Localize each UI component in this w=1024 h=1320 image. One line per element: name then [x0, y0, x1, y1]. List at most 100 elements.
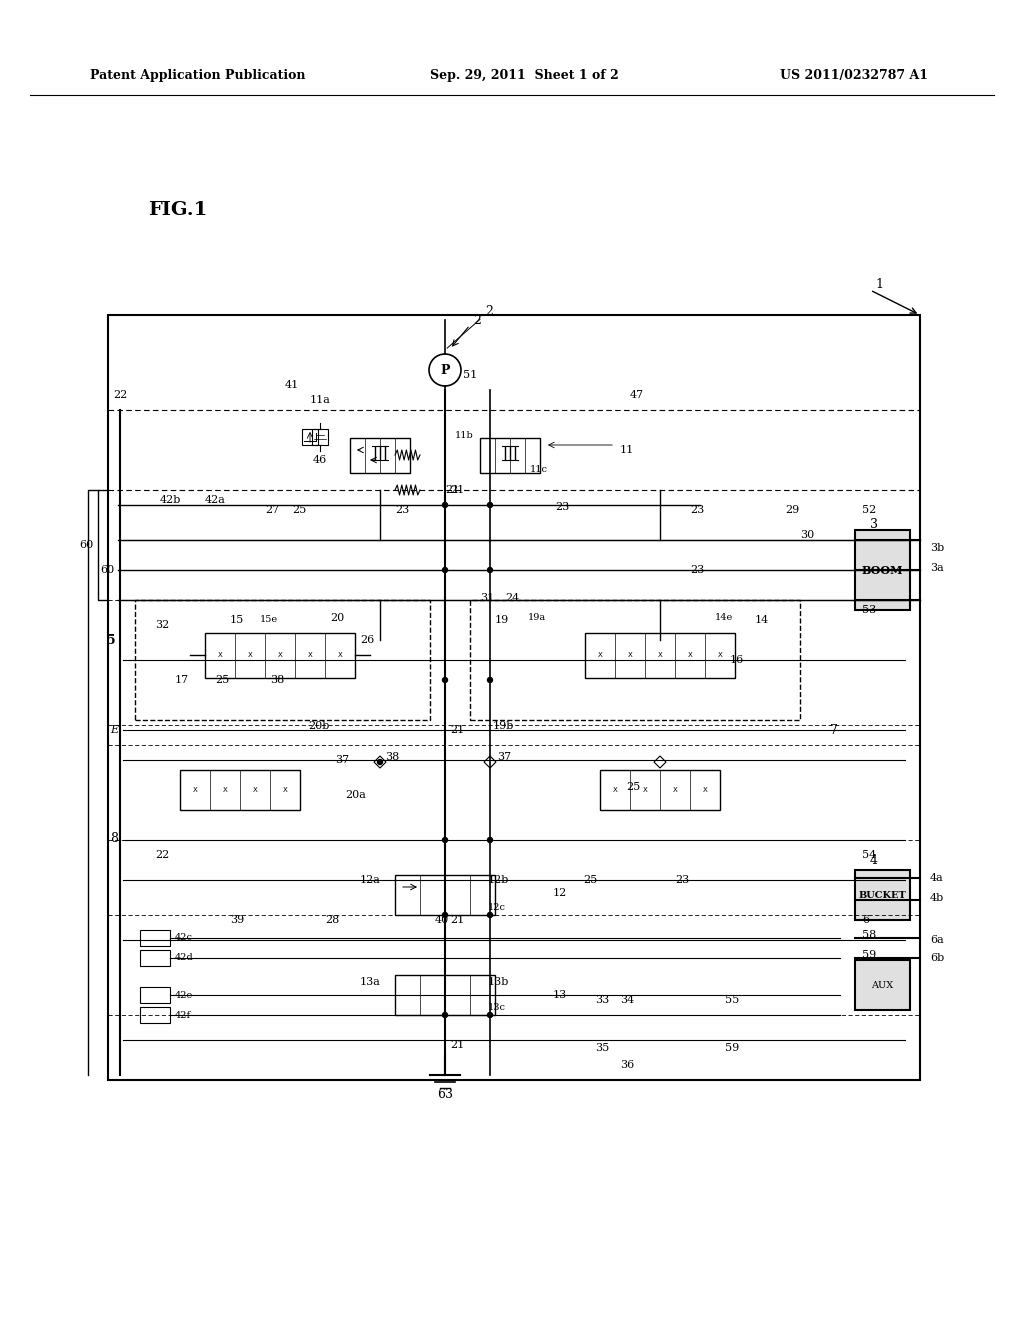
Bar: [395, 875, 495, 915]
Text: 47: 47: [630, 389, 644, 400]
Text: X: X: [222, 787, 227, 793]
Text: 16: 16: [730, 655, 744, 665]
Text: 21: 21: [450, 725, 464, 735]
Text: 12b: 12b: [488, 875, 509, 884]
Text: 11c: 11c: [530, 466, 548, 474]
Circle shape: [487, 912, 493, 917]
Circle shape: [442, 677, 447, 682]
Circle shape: [487, 677, 493, 682]
Text: X: X: [673, 787, 677, 793]
Text: 40: 40: [435, 915, 450, 925]
Bar: [140, 931, 170, 946]
Text: 30: 30: [800, 531, 814, 540]
Text: 14: 14: [755, 615, 769, 624]
Text: 22: 22: [155, 850, 169, 861]
Text: X: X: [657, 652, 663, 657]
Text: 42a: 42a: [205, 495, 226, 506]
Text: X: X: [612, 787, 617, 793]
Text: 21: 21: [450, 484, 464, 495]
Text: 25: 25: [292, 506, 306, 515]
Text: 3b: 3b: [930, 543, 944, 553]
Text: 19b: 19b: [493, 721, 514, 731]
Text: 38: 38: [270, 675, 285, 685]
Text: BUCKET: BUCKET: [859, 891, 906, 899]
Text: 5: 5: [106, 634, 116, 647]
Circle shape: [442, 503, 447, 507]
Text: 15: 15: [230, 615, 245, 624]
Text: 32: 32: [155, 620, 169, 630]
Text: 17: 17: [175, 675, 189, 685]
Text: 23: 23: [675, 875, 689, 884]
Bar: [585, 632, 735, 677]
Text: 4a: 4a: [930, 873, 944, 883]
Text: 23: 23: [690, 506, 705, 515]
Bar: [480, 437, 540, 473]
Text: Sep. 29, 2011  Sheet 1 of 2: Sep. 29, 2011 Sheet 1 of 2: [430, 69, 618, 82]
Text: 6b: 6b: [930, 953, 944, 964]
Text: X: X: [193, 787, 198, 793]
Text: 59: 59: [862, 950, 877, 960]
Text: 23: 23: [690, 565, 705, 576]
Text: 4b: 4b: [930, 894, 944, 903]
Bar: [140, 1007, 170, 1023]
Text: 37: 37: [335, 755, 349, 766]
Text: X: X: [278, 652, 283, 657]
Text: 46: 46: [313, 455, 328, 465]
Text: 14e: 14e: [715, 614, 733, 623]
Text: 20b: 20b: [308, 721, 330, 731]
Text: 3a: 3a: [930, 564, 944, 573]
Bar: [855, 531, 910, 610]
Bar: [140, 950, 170, 966]
Text: 42e: 42e: [175, 990, 194, 999]
Text: 25: 25: [626, 781, 640, 792]
Text: 38: 38: [385, 752, 399, 762]
Bar: [312, 429, 328, 445]
Text: 23: 23: [395, 506, 410, 515]
Text: 2: 2: [473, 314, 481, 326]
Text: 42d: 42d: [175, 953, 194, 962]
Bar: [855, 870, 910, 920]
Text: X: X: [307, 652, 312, 657]
Circle shape: [487, 1012, 493, 1018]
Text: FIG.1: FIG.1: [148, 201, 208, 219]
Text: 42b: 42b: [160, 495, 181, 506]
Bar: [140, 987, 170, 1003]
Text: 2: 2: [447, 305, 493, 348]
Text: X: X: [718, 652, 722, 657]
Text: 60: 60: [79, 540, 93, 550]
Text: 11b: 11b: [455, 430, 474, 440]
Text: 19a: 19a: [528, 614, 546, 623]
Text: 60: 60: [100, 565, 115, 576]
Text: P: P: [440, 363, 450, 376]
Bar: [302, 429, 318, 445]
Circle shape: [442, 568, 447, 573]
Text: 58: 58: [862, 931, 877, 940]
Bar: [600, 770, 720, 810]
Text: 7: 7: [830, 723, 838, 737]
Circle shape: [442, 837, 447, 842]
Text: X: X: [338, 652, 342, 657]
Text: 63: 63: [437, 1089, 453, 1101]
Text: 25: 25: [215, 675, 229, 685]
Circle shape: [487, 837, 493, 842]
Text: 31: 31: [480, 593, 495, 603]
Text: BOOM: BOOM: [862, 565, 903, 576]
Bar: [108, 315, 920, 1080]
Text: 42f: 42f: [175, 1011, 191, 1019]
Text: 11a: 11a: [310, 395, 331, 405]
Text: 24: 24: [505, 593, 519, 603]
Text: 22: 22: [113, 389, 127, 400]
Text: 29: 29: [785, 506, 800, 515]
Bar: [470, 601, 800, 719]
Circle shape: [378, 759, 383, 764]
Text: 8: 8: [110, 832, 118, 845]
Text: 25: 25: [583, 875, 597, 884]
Text: 23: 23: [555, 502, 569, 512]
Text: 15e: 15e: [260, 615, 279, 624]
Text: 55: 55: [725, 995, 739, 1005]
Text: 12: 12: [553, 888, 567, 898]
Text: Patent Application Publication: Patent Application Publication: [90, 69, 305, 82]
Circle shape: [442, 912, 447, 917]
Text: 3: 3: [870, 519, 878, 532]
Text: 35: 35: [595, 1043, 609, 1053]
